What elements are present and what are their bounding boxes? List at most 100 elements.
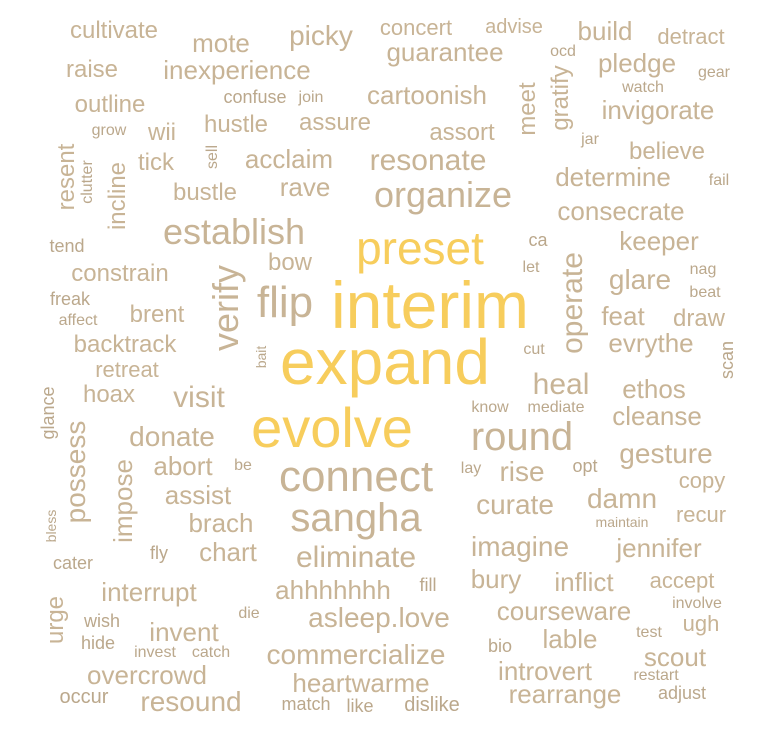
word-ahhhhhhh: ahhhhhhh xyxy=(275,575,391,605)
word-recur: recur xyxy=(675,502,727,527)
word-organize: organize xyxy=(373,174,513,215)
word-cleanse: cleanse xyxy=(612,401,702,431)
word-meet: meet xyxy=(514,82,541,136)
word-interrupt: interrupt xyxy=(101,577,197,607)
word-retreat: retreat xyxy=(95,357,159,382)
word-inexperience: inexperience xyxy=(163,55,311,85)
word-restart: restart xyxy=(633,667,679,684)
word-ethos: ethos xyxy=(622,374,686,404)
word-damn: damn xyxy=(586,483,658,514)
word-eliminate: eliminate xyxy=(295,541,417,574)
word-rise: rise xyxy=(499,456,545,487)
word-die: die xyxy=(238,605,260,622)
word-invent: invent xyxy=(149,617,219,647)
word-copy: copy xyxy=(678,468,726,493)
word-feat: feat xyxy=(601,301,645,331)
word-glance: glance xyxy=(38,386,58,440)
word-cut: cut xyxy=(523,341,545,358)
word-outline: outline xyxy=(74,91,146,118)
word-keeper: keeper xyxy=(619,226,699,256)
word-asleep-love: asleep.love xyxy=(308,602,450,633)
word-preset: preset xyxy=(356,222,484,274)
word-constrain: constrain xyxy=(71,260,169,287)
word-guarantee: guarantee xyxy=(386,37,504,67)
word-hoax: hoax xyxy=(82,381,136,408)
word-detract: detract xyxy=(657,24,725,49)
word-wish: wish xyxy=(83,611,121,631)
word-fail: fail xyxy=(708,172,730,189)
word-hide: hide xyxy=(80,633,116,653)
word-brach: brach xyxy=(188,508,254,538)
word-possess: possess xyxy=(60,420,91,524)
word-glare: glare xyxy=(608,264,672,295)
word-rearrange: rearrange xyxy=(508,679,622,709)
word-inflict: inflict xyxy=(554,567,614,597)
word-scan: scan xyxy=(717,340,737,380)
word-ugh: ugh xyxy=(682,611,720,636)
word-urge: urge xyxy=(42,595,69,645)
word-abort: abort xyxy=(153,451,213,481)
word-let: let xyxy=(522,259,540,276)
word-build: build xyxy=(577,16,633,46)
word-cater: cater xyxy=(52,553,94,573)
word-pledge: pledge xyxy=(597,48,677,78)
word-bait: bait xyxy=(253,345,269,369)
word-ocd: ocd xyxy=(550,43,576,60)
word-know: know xyxy=(471,399,509,416)
word-confuse: confuse xyxy=(223,87,287,107)
word-test: test xyxy=(636,624,662,641)
word-bustle: bustle xyxy=(172,179,238,206)
word-rave: rave xyxy=(279,172,331,202)
word-raise: raise xyxy=(65,56,119,83)
word-dislike: dislike xyxy=(404,694,460,716)
word-beat: beat xyxy=(689,284,721,301)
word-evolve: evolve xyxy=(251,396,413,459)
word-incline: incline xyxy=(104,161,131,231)
word-assure: assure xyxy=(298,109,372,136)
word-consecrate: consecrate xyxy=(557,196,685,226)
word-cartoonish: cartoonish xyxy=(367,80,487,110)
word-affect: affect xyxy=(58,312,98,329)
word-gear: gear xyxy=(697,64,731,81)
word-evrythe: evrythe xyxy=(608,328,694,358)
word-resonate: resonate xyxy=(369,144,487,177)
word-heartwarme: heartwarme xyxy=(292,668,430,698)
word-backtrack: backtrack xyxy=(73,331,177,358)
word-bless: bless xyxy=(43,509,59,543)
word-heal: heal xyxy=(532,368,590,401)
word-accept: accept xyxy=(649,568,715,593)
word-bow: bow xyxy=(267,249,313,276)
word-flip: flip xyxy=(256,278,314,327)
word-grow: grow xyxy=(91,122,127,139)
word-verify: verify xyxy=(205,264,246,352)
word-scout: scout xyxy=(643,642,707,672)
word-acclaim: acclaim xyxy=(244,144,334,174)
word-cultivate: cultivate xyxy=(69,17,159,44)
word-bury: bury xyxy=(470,564,522,594)
word-maintain: maintain xyxy=(595,514,649,530)
word-like: like xyxy=(346,696,374,716)
word-believe: believe xyxy=(628,138,706,165)
word-clutter: clutter xyxy=(79,160,96,204)
word-freak: freak xyxy=(49,289,91,309)
word-mote: mote xyxy=(192,28,250,58)
word-occur: occur xyxy=(59,686,109,708)
word-ca: ca xyxy=(528,230,548,250)
word-assist: assist xyxy=(164,480,232,510)
word-brent: brent xyxy=(129,301,185,328)
word-advise: advise xyxy=(485,16,543,38)
word-watch: watch xyxy=(622,79,664,96)
word-opt: opt xyxy=(572,456,598,476)
word-resound: resound xyxy=(140,686,242,717)
word-jennifer: jennifer xyxy=(616,533,702,563)
word-gesture: gesture xyxy=(619,438,713,469)
word-introvert: introvert xyxy=(498,656,592,686)
word-determine: determine xyxy=(555,162,671,192)
word-lay: lay xyxy=(460,460,482,477)
word-tend: tend xyxy=(49,236,85,256)
word-resent: resent xyxy=(53,143,80,211)
word-interim: interim xyxy=(330,268,530,342)
word-catch: catch xyxy=(191,644,231,661)
word-invest: invest xyxy=(134,644,176,661)
